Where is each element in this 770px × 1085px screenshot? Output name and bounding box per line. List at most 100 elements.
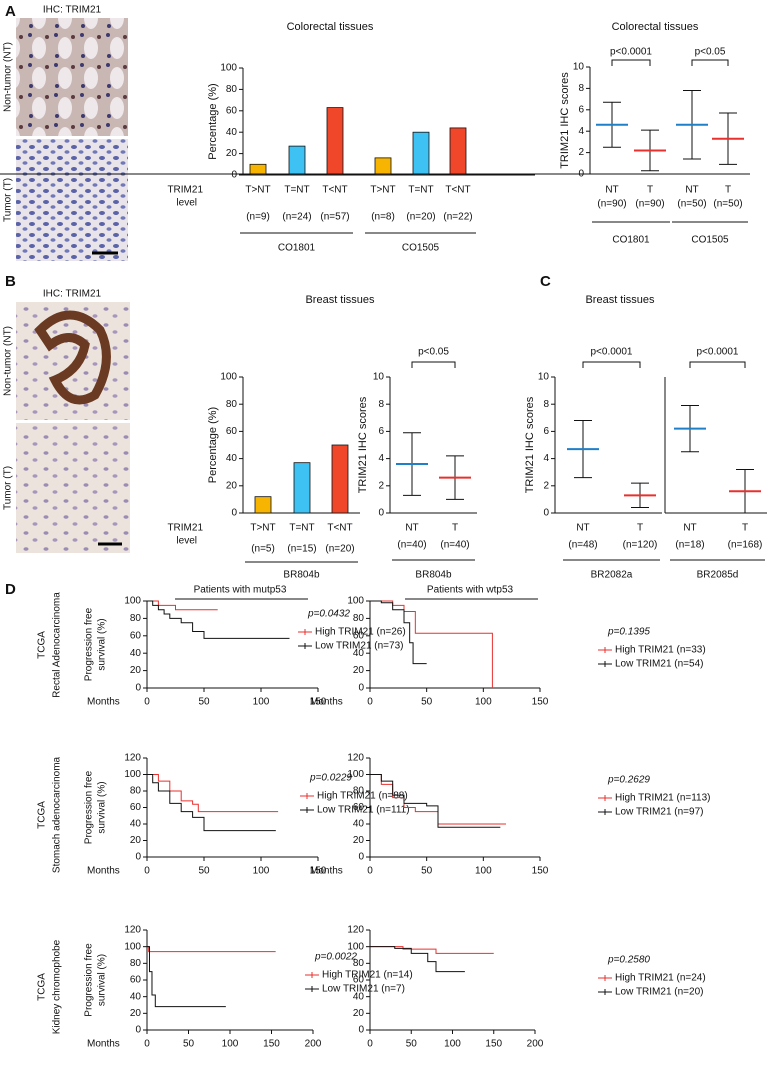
y-tick-label: 0 [135, 1025, 141, 1036]
x-tick-label: 150 [485, 1039, 502, 1050]
legend-label: High TRIM21 (n=24) [615, 973, 706, 984]
category-label: T=NT [284, 185, 309, 196]
significance-bracket [582, 361, 641, 368]
y-axis-label: TRIM21 IHC scores [559, 72, 571, 169]
x-tick-label: 50 [421, 697, 433, 708]
p-value: p<0.0001 [697, 347, 739, 358]
y-tick-label: 100 [220, 63, 237, 74]
y-axis-label: TRIM21 IHC scores [524, 396, 536, 493]
n-label: (n=9) [246, 212, 270, 223]
p-value: p<0.0001 [610, 47, 652, 58]
y-tick-label: 0 [358, 683, 364, 694]
x-tick-label: 0 [367, 697, 373, 708]
y-tick-label: 80 [353, 613, 365, 624]
group-label: BR804b [283, 570, 320, 581]
image-t-colorectal [16, 139, 128, 261]
bar [331, 444, 349, 514]
y-tick-label: 100 [347, 596, 364, 607]
p-value: p=0.2580 [607, 955, 650, 966]
y-tick-label: 20 [130, 1008, 142, 1019]
y-axis-label: Percentage (%) [207, 407, 219, 483]
category-label: NT [685, 185, 698, 196]
legend-label: High TRIM21 (n=88) [317, 791, 408, 802]
n-label: (n=168) [728, 540, 763, 551]
row-label: Kidney chromophobe [52, 939, 63, 1034]
y-tick-label: 40 [353, 648, 365, 659]
y-tick-label: 100 [124, 941, 141, 952]
n-label: (n=15) [287, 544, 316, 555]
panel-letter: C [540, 273, 551, 290]
chart-title: Colorectal tissues [287, 21, 374, 33]
micrographs [16, 18, 130, 553]
y-tick-label: 4 [543, 453, 549, 464]
legend-label: Low TRIM21 (n=7) [322, 984, 405, 995]
y-tick-label: 60 [353, 630, 365, 641]
y-tick-label: 8 [378, 399, 384, 410]
ihc-label: IHC: TRIM21 [43, 289, 102, 300]
n-label: (n=18) [675, 540, 704, 551]
y-tick-label: 40 [130, 819, 142, 830]
x-tick-label: 50 [406, 1039, 418, 1050]
x-tick-label: 100 [444, 1039, 461, 1050]
y-tick-label: 10 [573, 62, 585, 73]
category-label: T [637, 523, 643, 534]
x-tick-label: 150 [263, 1039, 280, 1050]
n-label: (n=20) [406, 212, 435, 223]
p-value: p<0.05 [418, 347, 449, 358]
y-tick-label: 100 [124, 769, 141, 780]
x-tick-label: 150 [532, 866, 549, 877]
bar [288, 145, 306, 176]
category-label: T [725, 185, 731, 196]
p-value: p=0.2629 [607, 775, 650, 786]
y-tick-label: 80 [353, 958, 365, 969]
category-label: T<NT [322, 185, 347, 196]
group-label: CO1801 [612, 235, 650, 246]
group-label: BR804b [415, 570, 452, 581]
y-tick-label: 80 [226, 84, 238, 95]
row-label: Stomach adenocarcinoma [52, 756, 63, 873]
y-tick-label: 60 [226, 426, 238, 437]
x-tick-label: 150 [310, 697, 327, 708]
panel-letter: D [5, 581, 16, 598]
category-label: NT [605, 185, 618, 196]
x-tick-label: 0 [144, 1039, 150, 1050]
x-tick-label: 100 [222, 1039, 239, 1050]
n-label: (n=24) [282, 212, 311, 223]
legend-label: Low TRIM21 (n=111) [317, 805, 410, 816]
p-value: p<0.0001 [591, 347, 633, 358]
survival-curve [147, 600, 290, 639]
y-tick-label: 4 [378, 453, 384, 464]
y-tick-label: 120 [347, 925, 364, 936]
x-axis-label: Months [87, 1039, 120, 1050]
y-tick-label: 60 [353, 975, 365, 986]
category-label: NT [683, 523, 696, 534]
survival-curve [147, 600, 218, 611]
legend-label: High TRIM21 (n=113) [615, 793, 711, 804]
image-nt-colorectal [16, 18, 128, 136]
x-tick-label: 100 [253, 866, 270, 877]
y-tick-label: 60 [130, 630, 142, 641]
y-tick-label: 8 [578, 83, 584, 94]
x-axis-label: Months [310, 866, 343, 877]
y-tick-label: 40 [130, 991, 142, 1002]
survival-curve [147, 774, 276, 832]
bar [249, 163, 267, 176]
y-tick-label: 80 [130, 613, 142, 624]
y-tick-label: 60 [353, 802, 365, 813]
x-tick-label: 0 [367, 866, 373, 877]
y-tick-label: 100 [220, 372, 237, 383]
y-tick-label: 60 [226, 105, 238, 116]
p-value: p=0.1395 [607, 627, 650, 638]
survival-curve [147, 774, 279, 813]
y-tick-label: 8 [543, 399, 549, 410]
y-tick-label: 6 [378, 426, 384, 437]
row-label: TRIM21 [167, 523, 203, 534]
significance-bracket [691, 59, 729, 66]
y-tick-label: 0 [358, 852, 364, 863]
legend-label: Low TRIM21 (n=73) [315, 641, 403, 652]
n-label: (n=48) [568, 540, 597, 551]
y-tick-label: 2 [378, 480, 384, 491]
category-label: T<NT [445, 185, 470, 196]
legend-label: High TRIM21 (n=14) [322, 970, 413, 981]
